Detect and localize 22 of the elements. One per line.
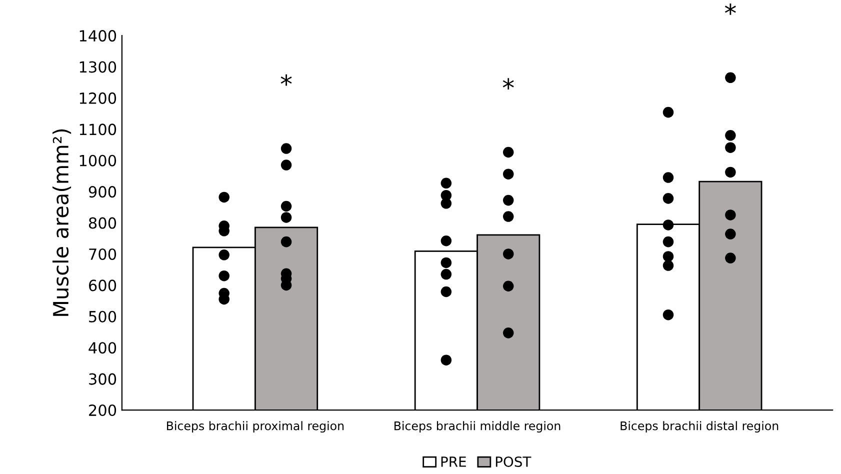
y-tick-label: 600 [88,280,116,292]
y-tick-label: 900 [88,186,116,198]
y-tick-label: 400 [88,342,116,354]
annotation: * [502,78,514,90]
x-tick-label: Biceps brachii distal region [620,421,778,433]
y-tick-label: 1000 [80,154,116,166]
x-tick-label: Biceps brachii middle region [394,421,560,433]
legend-label: POST [496,456,532,467]
x-tick-label: Biceps brachii proximal region [167,421,344,433]
y-tick-label: 800 [88,217,116,229]
annotation: * [280,74,292,86]
y-tick-label: 1200 [80,92,116,104]
y-tick-label: 500 [89,310,116,322]
y-axis-title: Muscle area(mm²) [52,129,72,316]
y-tick-label: 300 [89,373,116,385]
text: * [724,4,736,15]
y-tick-label: 1100 [80,124,116,136]
y-tick-label: 1400 [80,30,116,42]
legend-label: PRE [441,456,466,467]
y-tick-label: 1300 [80,61,116,73]
y-tick-label: 700 [89,248,116,260]
y-tick-label: 200 [89,404,116,416]
